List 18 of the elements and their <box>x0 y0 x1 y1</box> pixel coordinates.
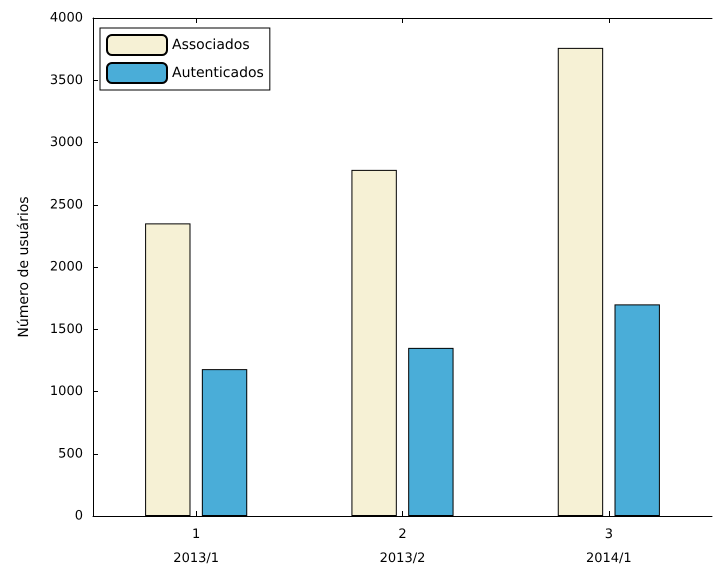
x-tick-label: 2 <box>398 527 407 542</box>
y-tick-label: 500 <box>58 446 83 462</box>
y-axis-title: Número de usuários <box>16 196 32 338</box>
legend-label: Associados <box>172 37 250 53</box>
y-tick-label: 3000 <box>50 135 83 150</box>
text: 2013/1 <box>173 551 220 566</box>
y-tick-label: 2500 <box>50 197 83 212</box>
x-tick-label: 3 <box>604 527 613 542</box>
y-tick-label: 1500 <box>50 322 83 337</box>
y-tick-label: 1000 <box>50 384 83 399</box>
text: 2014/1 <box>586 551 632 566</box>
text: 2013/2 <box>380 551 426 566</box>
y-tick-label: 3500 <box>50 72 83 88</box>
legend-label: Autenticados <box>172 65 264 81</box>
y-tick-label: 4000 <box>50 10 83 26</box>
x-tick-label: 1 <box>192 527 200 542</box>
y-tick-label: 2000 <box>50 260 83 274</box>
y-tick-label: 0 <box>74 508 83 524</box>
